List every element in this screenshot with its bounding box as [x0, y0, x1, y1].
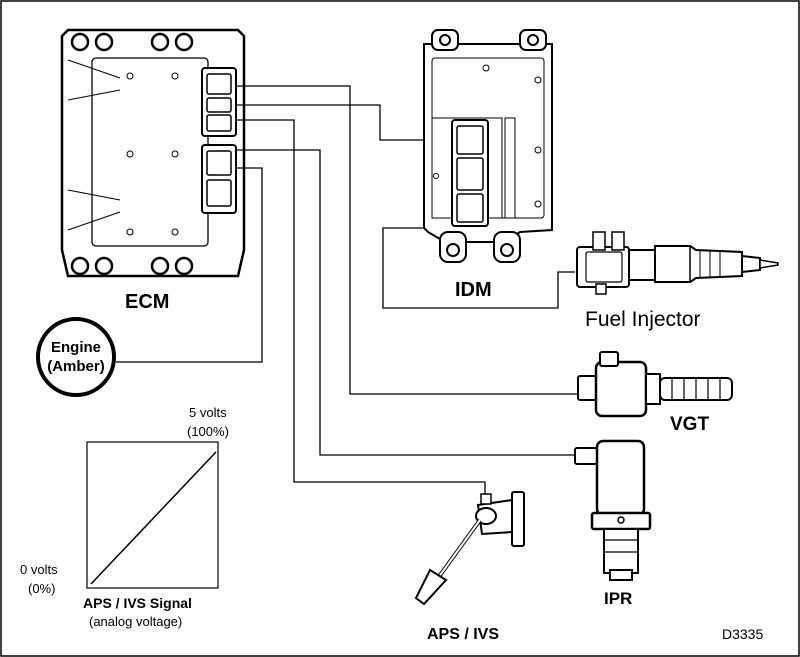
figure-code: D3335 [722, 626, 764, 642]
graph-title: APS / IVS Signal [83, 595, 192, 611]
idm-module [423, 29, 553, 263]
wiring-harness [116, 85, 578, 496]
graph-top-percent: (100%) [187, 424, 229, 439]
engine-lamp-label: Engine (Amber) [36, 338, 116, 376]
engine-lamp-line2: (Amber) [47, 358, 105, 375]
aps-ivs-label: APS / IVS [427, 626, 500, 643]
fuel-injector-label: Fuel Injector [585, 308, 701, 331]
signal-graph [86, 441, 219, 589]
vgt-label: VGT [670, 414, 710, 435]
ipr-label: IPR [604, 589, 633, 608]
graph-bottom-label: 0 volts [20, 562, 58, 577]
vgt-actuator-part [577, 351, 733, 418]
graph-top-label: 5 volts [189, 405, 227, 420]
aps-ivs-pedal-part [414, 491, 525, 606]
graph-frame [86, 441, 219, 589]
graph-bottom-percent: (0%) [28, 581, 56, 596]
ipr-valve-part [574, 439, 652, 581]
graph-subtitle: (analog voltage) [89, 614, 183, 629]
fuel-injector-part [576, 231, 779, 295]
idm-label: IDM [455, 279, 492, 301]
ecm-module [60, 28, 246, 278]
ecm-label: ECM [125, 291, 170, 313]
engine-lamp-line1: Engine [50, 339, 101, 356]
signal-line [90, 451, 217, 585]
engine-lamp-bulb [36, 317, 116, 397]
